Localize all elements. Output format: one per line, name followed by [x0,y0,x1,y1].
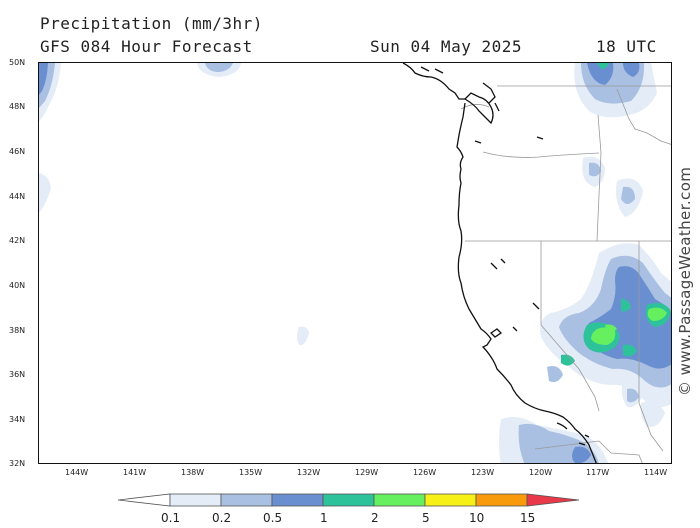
lat-label: 50N [9,58,26,67]
lon-label: 126W [413,468,437,477]
precip-area [621,186,635,204]
legend-swatch [526,493,580,507]
valid-date: Sun 04 May 2025 [370,37,522,56]
lon-label: 114W [644,468,668,477]
forecast-subtitle: GFS 084 Hour Forecast [40,37,253,56]
map-canvas [39,63,671,463]
precip-area [587,63,614,85]
lon-label: 123W [471,468,495,477]
lat-label: 44N [9,192,26,201]
precip-area [297,326,309,346]
legend-label: 2 [371,511,379,525]
coastline [402,63,597,463]
precip-area [623,63,640,77]
precip-area [605,324,617,332]
lat-label: 40N [9,281,26,290]
precip-area [591,327,616,345]
legend-label: 1 [320,511,328,525]
precip-layer [39,63,671,463]
precip-legend: 0.1 0.2 0.5 1 2 5 10 15 [118,492,580,528]
precip-area [640,401,665,428]
legend-swatch [220,493,273,507]
lon-label: 132W [297,468,321,477]
precip-area [205,63,233,72]
precip-area [621,299,631,312]
valid-time: 18 UTC [596,37,657,56]
legend-swatch [475,493,528,507]
lat-label: 38N [9,326,26,335]
legend-label: 5 [422,511,430,525]
precip-area [561,354,575,366]
precip-area [623,344,637,357]
lon-label: 144W [65,468,89,477]
precip-area [647,307,667,321]
precip-area [547,366,563,383]
lon-label: 135W [239,468,263,477]
precip-area [39,63,48,95]
lat-label: 32N [9,459,26,468]
legend-swatch [373,493,426,507]
precip-area [589,162,601,177]
legend-colorbar [118,493,580,507]
precip-area [572,446,591,463]
lon-label: 120W [529,468,553,477]
legend-swatch [424,493,477,507]
lon-label: 117W [586,468,610,477]
legend-label: 0.2 [212,511,232,525]
watermark: © www.PassageWeather.com [676,166,694,396]
lon-label: 138W [181,468,205,477]
precip-area [627,388,639,403]
lat-label: 48N [9,102,26,111]
precip-area [39,173,51,213]
lon-label: 129W [355,468,379,477]
legend-label: 15 [520,511,536,525]
lat-label: 36N [9,370,26,379]
map-title: Precipitation (mm/3hr) [40,14,263,33]
precipitation-map[interactable] [38,62,672,464]
legend-swatch [322,493,375,507]
precip-area [597,63,609,69]
lat-label: 46N [9,147,26,156]
legend-swatch [169,493,222,507]
legend-label: 10 [469,511,485,525]
lat-label: 42N [9,236,26,245]
legend-swatch [118,493,171,507]
lon-label: 141W [123,468,147,477]
legend-swatch [271,493,324,507]
state-borders [460,85,671,463]
legend-label: 0.5 [263,511,283,525]
legend-label: 0.1 [161,511,181,525]
lat-label: 34N [9,415,26,424]
